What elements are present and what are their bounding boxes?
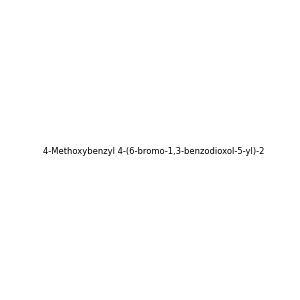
Text: 4-Methoxybenzyl 4-(6-bromo-1,3-benzodioxol-5-yl)-2: 4-Methoxybenzyl 4-(6-bromo-1,3-benzodiox… [43,147,264,156]
